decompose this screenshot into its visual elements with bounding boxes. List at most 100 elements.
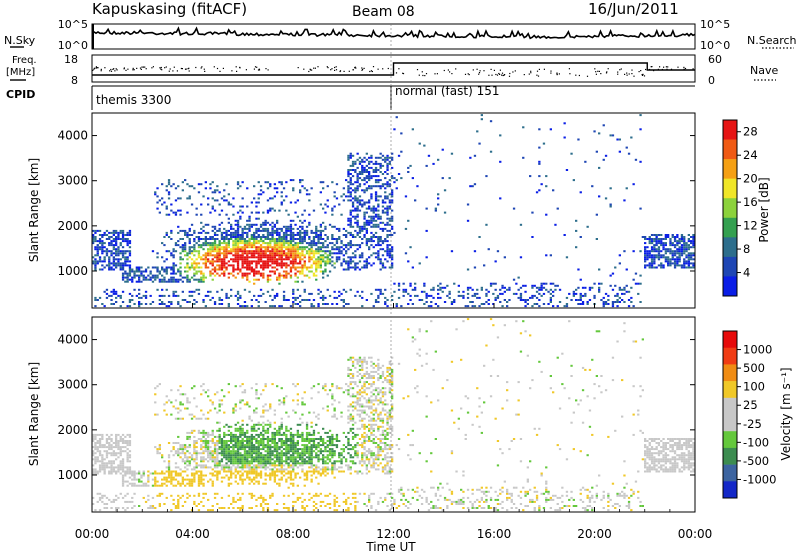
nave-point bbox=[478, 73, 480, 75]
power-cell bbox=[246, 223, 249, 226]
power-cell bbox=[478, 305, 481, 308]
power-cell bbox=[110, 254, 113, 257]
power-cell bbox=[257, 278, 260, 281]
power-cell bbox=[98, 234, 102, 236]
power-cell bbox=[115, 292, 118, 295]
velocity-cell bbox=[103, 503, 106, 505]
velocity-cell bbox=[110, 454, 113, 457]
velocity-cell bbox=[184, 478, 187, 481]
power-cell bbox=[165, 270, 168, 273]
power-cell bbox=[197, 246, 201, 249]
velocity-cell bbox=[103, 444, 106, 447]
power-cell bbox=[308, 248, 311, 251]
power-cell bbox=[92, 238, 95, 240]
velocity-cell bbox=[195, 440, 198, 442]
velocity-cell bbox=[239, 498, 242, 501]
velocity-cell bbox=[121, 450, 125, 453]
power-cell bbox=[98, 240, 102, 243]
velocity-cell bbox=[147, 480, 150, 483]
power-cell bbox=[172, 250, 175, 253]
nave-point bbox=[509, 72, 511, 75]
power-cell bbox=[209, 236, 212, 238]
power-cell bbox=[535, 286, 539, 289]
power-cell bbox=[690, 240, 693, 243]
power-cell bbox=[179, 256, 182, 259]
power-cell bbox=[639, 128, 642, 131]
power-cell bbox=[236, 240, 240, 243]
power-cell bbox=[322, 244, 325, 247]
velocity-cell bbox=[223, 444, 226, 447]
power-cell bbox=[685, 262, 688, 265]
velocity-cell bbox=[193, 444, 196, 447]
velocity-cell bbox=[230, 452, 233, 455]
beam-title: Beam 08 bbox=[352, 4, 415, 20]
power-cell bbox=[273, 242, 276, 245]
power-cell bbox=[188, 246, 191, 249]
power-cell bbox=[188, 290, 191, 293]
power-cell bbox=[439, 286, 442, 289]
power-cell bbox=[186, 183, 189, 186]
velocity-cell bbox=[278, 440, 281, 442]
velocity-cell bbox=[243, 452, 247, 455]
velocity-cell bbox=[101, 494, 104, 497]
power-cell bbox=[361, 242, 364, 245]
power-cell bbox=[211, 205, 214, 208]
power-cell bbox=[246, 256, 249, 259]
power-cell bbox=[650, 242, 654, 245]
station-title: Kapuskasing (fitACF) bbox=[92, 0, 247, 18]
power-cell bbox=[257, 250, 260, 253]
velocity-cell bbox=[262, 411, 265, 414]
velocity-cell bbox=[186, 464, 189, 467]
power-cell bbox=[377, 162, 380, 165]
power-cell bbox=[255, 201, 258, 204]
nave-point bbox=[605, 72, 608, 74]
power-cell bbox=[425, 207, 428, 210]
power-cell bbox=[368, 207, 371, 210]
power-cell bbox=[361, 203, 364, 206]
power-cell bbox=[124, 262, 127, 265]
power-cell bbox=[193, 268, 196, 271]
nave-point bbox=[330, 69, 332, 71]
power-cell bbox=[172, 272, 175, 275]
velocity-cell bbox=[248, 450, 251, 453]
power-cell bbox=[317, 250, 320, 253]
nave-point bbox=[303, 68, 305, 70]
power-cell bbox=[128, 246, 132, 249]
power-cell bbox=[262, 250, 265, 253]
power-cell bbox=[126, 242, 129, 245]
power-cell bbox=[211, 236, 214, 238]
power-cell bbox=[644, 238, 647, 240]
power-cell bbox=[248, 240, 251, 243]
power-cell bbox=[264, 256, 267, 259]
power-cell bbox=[225, 231, 228, 234]
velocity-cell bbox=[216, 391, 219, 394]
velocity-cell bbox=[96, 500, 99, 503]
power-cell bbox=[625, 284, 628, 287]
power-cell bbox=[218, 246, 221, 249]
velocity-cell bbox=[262, 446, 265, 449]
velocity-cell bbox=[255, 454, 258, 457]
velocity-cell bbox=[117, 468, 120, 471]
power-cell bbox=[264, 264, 267, 267]
power-cell bbox=[317, 236, 320, 238]
power-cell bbox=[322, 299, 325, 301]
power-cell bbox=[349, 195, 352, 198]
power-cell bbox=[563, 122, 566, 125]
power-cell bbox=[112, 264, 115, 267]
power-cell bbox=[126, 250, 129, 253]
power-cell bbox=[239, 185, 242, 188]
nave-point bbox=[297, 67, 299, 69]
power-cell bbox=[391, 248, 394, 251]
power-cell bbox=[669, 244, 672, 247]
power-cell bbox=[535, 296, 539, 299]
velocity-cell bbox=[138, 505, 141, 507]
power-cell bbox=[494, 299, 497, 301]
power-cell bbox=[687, 258, 690, 261]
power-cell bbox=[377, 213, 380, 216]
power-cell bbox=[197, 183, 201, 186]
power-cell bbox=[220, 264, 224, 267]
velocity-cell bbox=[243, 450, 247, 453]
power-cell bbox=[644, 248, 647, 251]
power-cell bbox=[342, 258, 345, 261]
power-cell bbox=[266, 258, 270, 261]
